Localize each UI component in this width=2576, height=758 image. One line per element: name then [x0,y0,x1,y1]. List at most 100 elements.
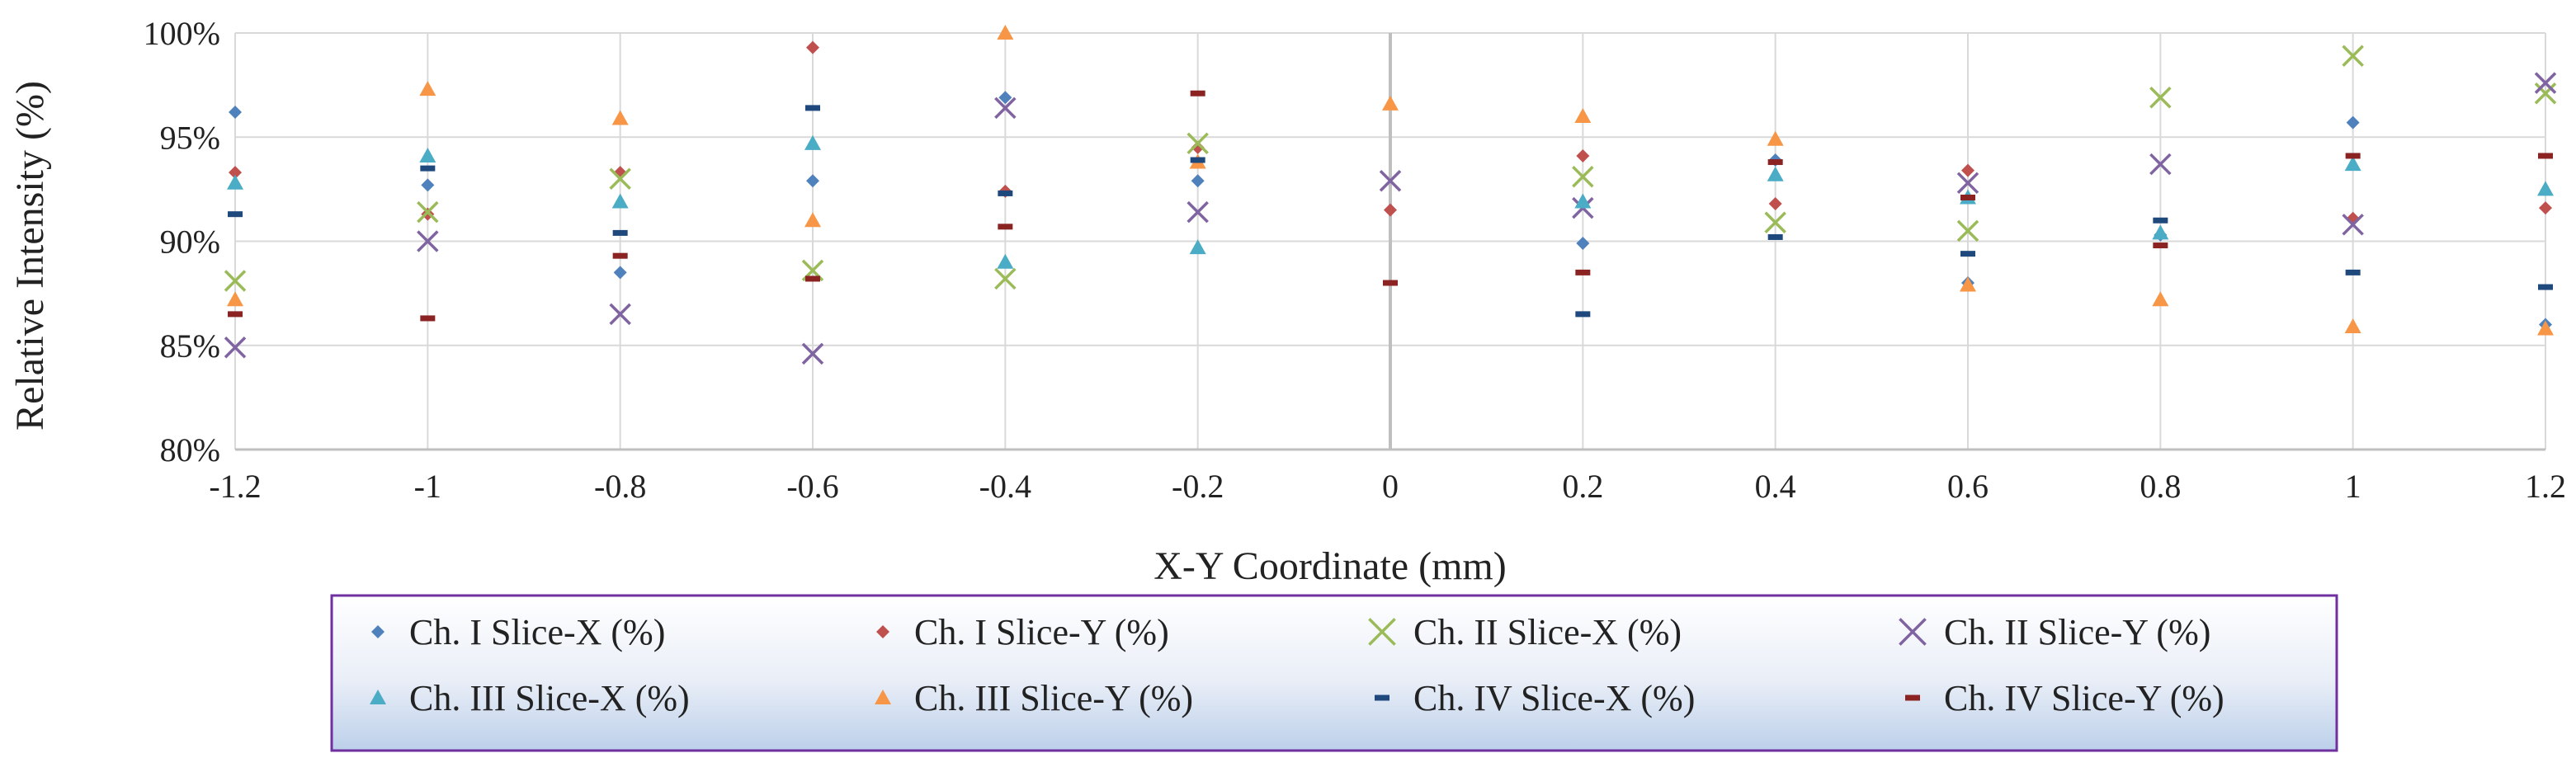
data-point [805,105,820,111]
x-tick-label: -0.4 [979,468,1031,505]
data-point [613,266,627,280]
data-point [998,224,1013,230]
y-tick-label: 85% [160,327,220,365]
data-point [1187,200,1209,224]
legend-label: Ch. I Slice-Y (%) [914,612,1169,652]
x-tick-label: 1 [2345,468,2361,505]
data-point [1572,165,1594,188]
x-tick-label: -1 [414,468,441,505]
data-point [1961,163,1974,177]
data-point [421,207,435,221]
x-tick-label: -0.2 [1172,468,1224,505]
y-tick-label: 95% [160,119,220,156]
y-tick-label: 90% [160,224,220,261]
legend-item: Ch. III Slice-X (%) [370,678,690,718]
data-point [1956,219,1979,242]
legend-marker [371,625,385,638]
legend-item: Ch. I Slice-Y (%) [876,612,1169,652]
data-point [997,25,1014,40]
data-point [2342,214,2364,236]
series-5 [227,134,2554,269]
x-tick-label: 0.8 [2140,468,2181,505]
legend-item: Ch. II Slice-X (%) [1368,612,1682,652]
data-point [612,252,628,259]
data-point [1767,233,1783,240]
x-tick-label: -1.2 [209,468,261,505]
data-point [228,211,243,218]
legend-label: Ch. II Slice-X (%) [1413,612,1682,652]
data-point [1190,90,1205,97]
data-point [609,303,631,326]
data-point [611,193,629,209]
legend-item: Ch. III Slice-Y (%) [875,678,1193,718]
data-point [417,200,439,224]
data-point [998,91,1012,105]
data-point [2346,115,2360,129]
data-point [1574,193,1592,209]
data-point [421,178,435,192]
data-point [1574,108,1592,123]
legend-items: Ch. I Slice-X (%) Ch. I Slice-Y (%) Ch. II… [370,612,2225,718]
legend-marker [1899,618,1927,646]
legend-label: Ch. IV Slice-Y (%) [1944,678,2225,718]
series-8 [228,90,2553,322]
legend-label: Ch. III Slice-Y (%) [914,678,1193,718]
data-point [1384,203,1397,217]
data-point [611,110,629,125]
data-point [612,229,628,236]
y-tick-label: 80% [160,431,220,468]
data-point [1764,211,1786,234]
series-7 [228,105,2553,318]
data-point [2152,291,2169,307]
data-point [2534,82,2557,105]
data-point [1767,159,1783,166]
data-point [228,311,243,318]
series-4 [224,72,2557,365]
legend: Ch. I Slice-X (%) Ch. I Slice-Y (%) Ch. II… [330,594,2338,752]
data-point [2149,153,2172,176]
data-point [806,174,819,188]
data-point [1191,174,1205,188]
legend-marker [876,625,889,638]
data-point [2152,224,2169,240]
data-point [1379,170,1402,192]
data-point [804,212,821,228]
data-point [2539,201,2552,215]
data-point [1575,311,1591,318]
data-point [1576,148,1590,162]
data-point [2345,269,2361,275]
data-point [420,165,436,172]
data-point [419,147,436,162]
x-tick-label: 0.2 [1562,468,1603,505]
data-point [2538,153,2553,159]
y-axis-title: Relative Intensity (%) [8,81,52,431]
x-tick-label: 1.2 [2525,468,2566,505]
data-point [994,267,1017,290]
data-point [417,230,439,252]
x-tick-label: 0.6 [1947,468,1989,505]
data-point [994,97,1017,120]
axes: 80% 85% 90% 95% 100% -1.2 -1 -0.8 -0.6 -0.4 -0.2 0 0… [144,15,2566,505]
data-point [2537,181,2554,196]
legend-item: Ch. IV Slice-X (%) [1375,678,1695,718]
legend-marker [875,690,891,704]
data-point [229,166,242,180]
x-tick-label: -0.6 [786,468,838,505]
legend-label: Ch. IV Slice-X (%) [1413,678,1695,718]
legend-box [330,594,2338,752]
legend-marker [1375,694,1389,701]
data-point [1960,194,1975,200]
data-point [609,167,631,190]
data-point [1960,276,1976,292]
legend-item: Ch. I Slice-X (%) [371,612,665,652]
data-point [1382,95,1399,111]
data-point [1575,269,1591,275]
data-point [1576,237,1590,251]
data-point [1960,251,1975,257]
data-point [224,270,247,292]
data-point [229,105,242,119]
data-point [1956,172,1979,195]
data-point [1187,132,1209,155]
data-point [1383,280,1398,286]
